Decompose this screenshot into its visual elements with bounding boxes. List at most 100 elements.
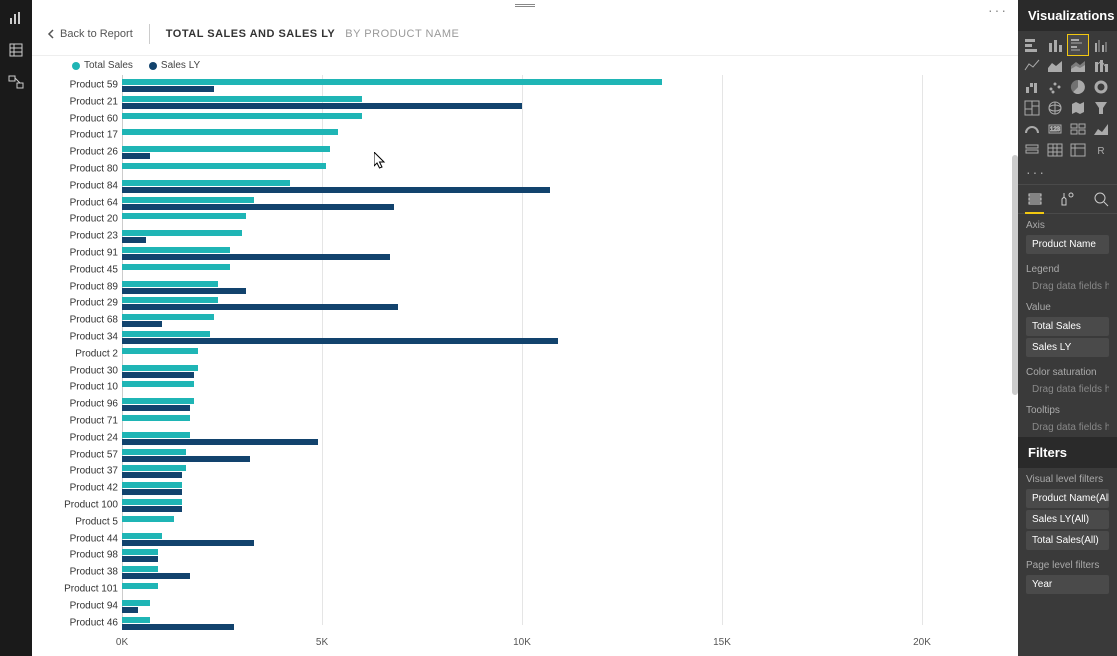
bar-total-sales[interactable] — [122, 549, 158, 555]
stacked-column-icon[interactable] — [1045, 35, 1065, 55]
filter-product-name[interactable]: Product Name(All) — [1026, 489, 1109, 508]
data-view-icon[interactable] — [6, 40, 26, 60]
bar-total-sales[interactable] — [122, 113, 362, 119]
bar-sales-ly[interactable] — [122, 321, 162, 327]
bar-sales-ly[interactable] — [122, 540, 254, 546]
bar-total-sales[interactable] — [122, 264, 230, 270]
bar-sales-ly[interactable] — [122, 506, 182, 512]
bar-sales-ly[interactable] — [122, 456, 250, 462]
analytics-tab[interactable] — [1084, 185, 1117, 213]
bar-total-sales[interactable] — [122, 600, 150, 606]
bar-sales-ly[interactable] — [122, 472, 182, 478]
colorsat-placeholder[interactable]: Drag data fields here — [1026, 382, 1109, 397]
table-icon[interactable] — [1045, 140, 1065, 160]
multi-card-icon[interactable] — [1068, 119, 1088, 139]
pie-chart-icon[interactable] — [1068, 77, 1088, 97]
bar-sales-ly[interactable] — [122, 439, 318, 445]
matrix-icon[interactable] — [1068, 140, 1088, 160]
scatter-icon[interactable] — [1045, 77, 1065, 97]
bar-total-sales[interactable] — [122, 398, 194, 404]
format-tab[interactable] — [1051, 185, 1084, 213]
bar-total-sales[interactable] — [122, 499, 182, 505]
bar-total-sales[interactable] — [122, 230, 242, 236]
bar-total-sales[interactable] — [122, 365, 198, 371]
clustered-column-icon[interactable] — [1091, 35, 1111, 55]
bar-total-sales[interactable] — [122, 163, 326, 169]
stacked-bar-icon[interactable] — [1022, 35, 1042, 55]
bar-sales-ly[interactable] — [122, 573, 190, 579]
map-icon[interactable] — [1045, 98, 1065, 118]
bar-total-sales[interactable] — [122, 449, 186, 455]
bar-sales-ly[interactable] — [122, 372, 194, 378]
fields-tab[interactable] — [1018, 185, 1051, 213]
bar-total-sales[interactable] — [122, 297, 218, 303]
value-field-total-sales[interactable]: Total Sales — [1026, 317, 1109, 336]
bar-total-sales[interactable] — [122, 465, 186, 471]
bar-sales-ly[interactable] — [122, 288, 246, 294]
bar-total-sales[interactable] — [122, 381, 194, 387]
card-icon[interactable]: 123 — [1045, 119, 1065, 139]
legend-item-total-sales[interactable]: Total Sales — [72, 60, 133, 71]
filled-map-icon[interactable] — [1068, 98, 1088, 118]
funnel-icon[interactable] — [1091, 98, 1111, 118]
chart-plot-area[interactable] — [122, 75, 1008, 635]
axis-field-well[interactable]: Product Name — [1026, 235, 1109, 254]
bar-total-sales[interactable] — [122, 146, 330, 152]
waterfall-icon[interactable] — [1022, 77, 1042, 97]
ribbon-chart-icon[interactable] — [1091, 56, 1111, 76]
slicer-icon[interactable] — [1022, 140, 1042, 160]
gauge-icon[interactable] — [1022, 119, 1042, 139]
bar-sales-ly[interactable] — [122, 607, 138, 613]
bar-total-sales[interactable] — [122, 331, 210, 337]
bar-sales-ly[interactable] — [122, 204, 394, 210]
back-to-report-button[interactable]: Back to Report — [46, 24, 150, 44]
clustered-bar-icon[interactable] — [1068, 35, 1088, 55]
filter-sales-ly[interactable]: Sales LY(All) — [1026, 510, 1109, 529]
r-visual-icon[interactable]: R — [1091, 140, 1111, 160]
bar-sales-ly[interactable] — [122, 405, 190, 411]
bar-sales-ly[interactable] — [122, 187, 550, 193]
bar-total-sales[interactable] — [122, 533, 162, 539]
bar-total-sales[interactable] — [122, 314, 214, 320]
bar-total-sales[interactable] — [122, 516, 174, 522]
bar-total-sales[interactable] — [122, 180, 290, 186]
bar-sales-ly[interactable] — [122, 304, 398, 310]
bar-total-sales[interactable] — [122, 482, 182, 488]
line-chart-icon[interactable] — [1022, 56, 1042, 76]
bar-total-sales[interactable] — [122, 247, 230, 253]
bar-sales-ly[interactable] — [122, 338, 558, 344]
bar-sales-ly[interactable] — [122, 254, 390, 260]
filter-year[interactable]: Year — [1026, 575, 1109, 594]
more-visuals-icon[interactable]: ··· — [1018, 164, 1117, 184]
bar-total-sales[interactable] — [122, 583, 158, 589]
legend-placeholder[interactable]: Drag data fields here — [1026, 279, 1109, 294]
tooltips-placeholder[interactable]: Drag data fields here — [1026, 420, 1109, 435]
bar-sales-ly[interactable] — [122, 103, 522, 109]
bar-total-sales[interactable] — [122, 415, 190, 421]
treemap-icon[interactable] — [1022, 98, 1042, 118]
bar-sales-ly[interactable] — [122, 86, 214, 92]
model-view-icon[interactable] — [6, 72, 26, 92]
kpi-icon[interactable] — [1091, 119, 1111, 139]
bar-total-sales[interactable] — [122, 432, 190, 438]
stacked-area-icon[interactable] — [1068, 56, 1088, 76]
filter-total-sales[interactable]: Total Sales(All) — [1026, 531, 1109, 550]
bar-sales-ly[interactable] — [122, 153, 150, 159]
bar-total-sales[interactable] — [122, 281, 218, 287]
donut-chart-icon[interactable] — [1091, 77, 1111, 97]
bar-total-sales[interactable] — [122, 129, 338, 135]
bar-total-sales[interactable] — [122, 96, 362, 102]
area-chart-icon[interactable] — [1045, 56, 1065, 76]
bar-sales-ly[interactable] — [122, 237, 146, 243]
bar-total-sales[interactable] — [122, 566, 158, 572]
bar-total-sales[interactable] — [122, 197, 254, 203]
report-view-icon[interactable] — [6, 8, 26, 28]
bar-total-sales[interactable] — [122, 617, 150, 623]
bar-sales-ly[interactable] — [122, 624, 234, 630]
value-field-sales-ly[interactable]: Sales LY — [1026, 338, 1109, 357]
drag-handle-icon[interactable] — [515, 4, 535, 8]
legend-item-sales-ly[interactable]: Sales LY — [149, 60, 200, 71]
more-options-icon[interactable]: ··· — [988, 2, 1008, 18]
bar-total-sales[interactable] — [122, 348, 198, 354]
bar-total-sales[interactable] — [122, 79, 662, 85]
